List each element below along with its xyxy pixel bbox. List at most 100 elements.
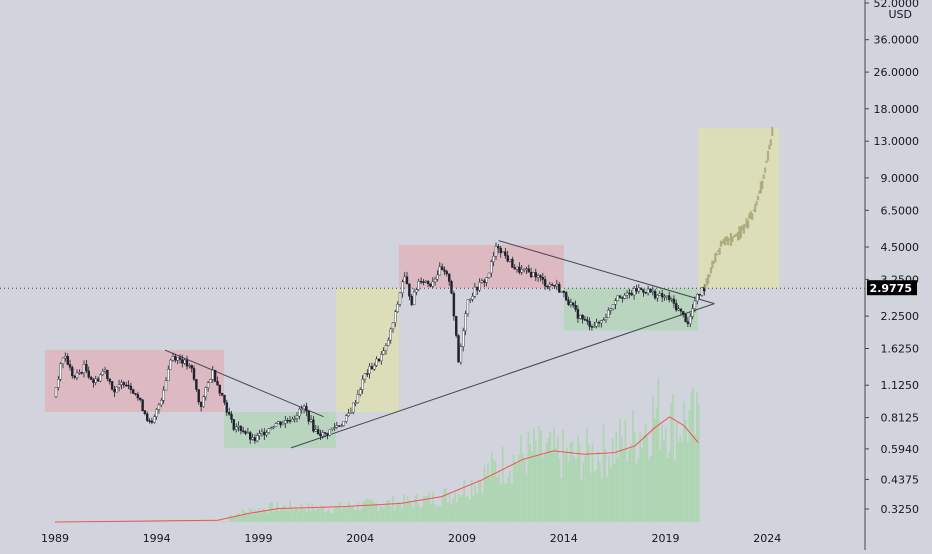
price-axis[interactable]: USD 52.0000 36.0000 26.0000 18.0000 13.0000 9…	[865, 0, 919, 516]
volume-bar	[426, 496, 429, 522]
volume-bar	[633, 431, 636, 522]
volume-bar	[439, 506, 442, 522]
candle-bull	[347, 413, 350, 417]
volume-bar	[331, 513, 334, 522]
volume-bar	[152, 521, 154, 522]
candle-bull	[363, 373, 367, 380]
volume-bar	[408, 500, 411, 522]
candle-bear	[543, 279, 547, 287]
volume-bar	[652, 395, 654, 522]
candle-bull	[352, 402, 355, 413]
candle-bear	[73, 375, 76, 378]
projection-candle	[745, 218, 748, 229]
candle-bull	[515, 266, 519, 270]
candle-bear	[68, 364, 72, 368]
candle-bear	[576, 309, 580, 319]
volume-bar	[600, 478, 603, 522]
volume-bar	[690, 390, 693, 522]
projection-candle	[728, 238, 731, 241]
candle-bear	[141, 399, 144, 411]
volume-bar	[610, 467, 612, 522]
volume-bar	[463, 479, 465, 522]
candle-bear	[497, 246, 500, 249]
volume-bar	[271, 502, 273, 522]
trendline-layer	[164, 240, 715, 449]
candle-bear	[558, 284, 561, 293]
projection-candle	[711, 260, 714, 269]
candle-bear	[307, 411, 310, 422]
time-axis[interactable]: 1989 1994 1999 2004 2009 2014 2019 2024	[41, 532, 781, 545]
price-tick-label: 9.0000	[881, 172, 920, 185]
candle-bear	[232, 419, 236, 430]
candle-bull	[387, 340, 390, 346]
candle-bull	[342, 421, 345, 426]
candle-bear	[450, 281, 453, 294]
volume-bar	[258, 507, 260, 522]
volume-bar	[608, 455, 610, 522]
volume-bar	[452, 498, 454, 522]
candle-bear	[630, 293, 633, 296]
projection-candle	[705, 278, 708, 286]
candle-bear	[534, 272, 537, 278]
candle-bear	[241, 430, 245, 432]
candle-bull	[373, 365, 376, 370]
volume-bar	[644, 423, 647, 522]
volume-bar	[472, 495, 475, 522]
volume-bar	[514, 461, 517, 522]
candle-bull	[607, 310, 610, 318]
volume-bar	[602, 423, 605, 522]
volume-bar	[157, 521, 160, 522]
candle-bull	[75, 372, 79, 378]
volume-bar	[146, 521, 149, 522]
projection-candle	[762, 174, 765, 179]
volume-bar	[417, 504, 420, 522]
volume-bar	[544, 453, 546, 522]
volume-bar	[490, 451, 493, 522]
projection-candle	[729, 232, 733, 246]
candle-bear	[445, 271, 448, 275]
volume-bar	[229, 515, 231, 522]
candle-bull	[412, 291, 416, 305]
candle-bull	[82, 364, 86, 373]
volume-bar	[344, 506, 346, 522]
volume-bar	[316, 506, 319, 522]
candle-bear	[127, 384, 130, 387]
price-tick-label: 2.2500	[881, 310, 920, 323]
volume-bar	[153, 521, 156, 522]
candle-bull	[115, 386, 119, 393]
volume-bar	[172, 521, 174, 522]
volume-ma-layer	[54, 416, 699, 523]
volume-bar	[353, 509, 356, 522]
candle-bull	[623, 295, 626, 299]
candle-bull	[345, 415, 348, 422]
candle-bull	[494, 246, 498, 257]
projection-candle	[755, 201, 758, 206]
volume-bar	[536, 454, 539, 522]
candle-layer	[54, 242, 706, 444]
volume-bar	[672, 394, 674, 522]
volume-bar	[326, 511, 328, 522]
volume-bar	[410, 502, 412, 522]
volume-bar	[613, 463, 616, 522]
volume-bar	[181, 521, 183, 522]
candle-bull	[417, 281, 420, 290]
candle-bull	[260, 431, 264, 434]
projection-candle	[735, 233, 738, 237]
candle-bull	[384, 345, 388, 352]
candle-bear	[518, 266, 521, 273]
candle-bear	[106, 369, 109, 379]
volume-bar	[628, 449, 630, 522]
candle-bull	[59, 363, 62, 380]
candle-bull	[270, 427, 273, 429]
candle-bull	[237, 425, 240, 428]
volume-bar	[621, 437, 623, 522]
projection-candle	[704, 285, 707, 289]
candle-bear	[192, 368, 196, 380]
price-tick-label: 26.0000	[874, 66, 920, 79]
volume-bar	[437, 505, 440, 522]
volume-bar	[373, 502, 376, 522]
volume-bar	[637, 457, 640, 522]
time-tick-label: 2004	[346, 532, 374, 545]
